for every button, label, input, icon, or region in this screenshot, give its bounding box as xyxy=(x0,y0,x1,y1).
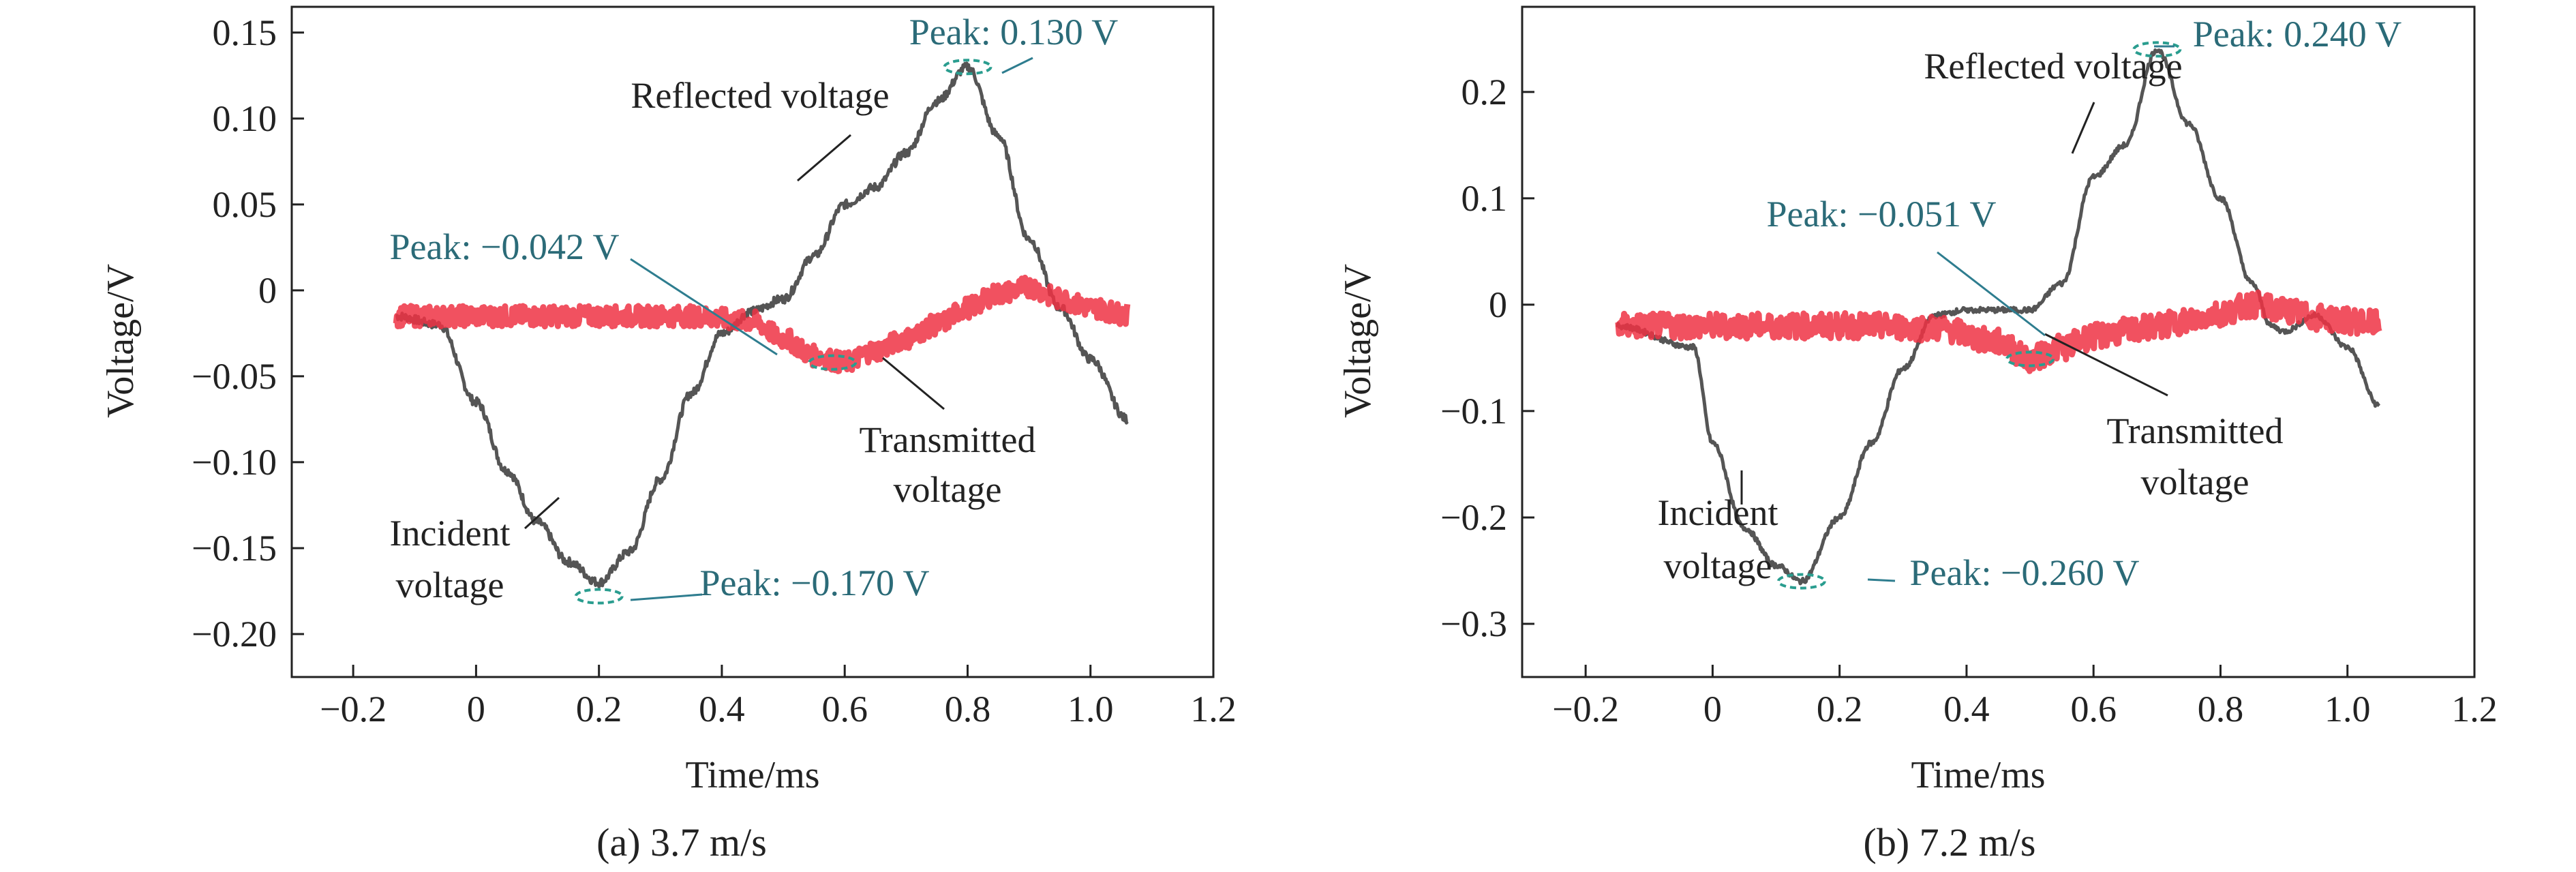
x-tick-label: −0.2 xyxy=(320,689,387,730)
annotation-leader-line xyxy=(2044,333,2168,397)
panel-a: −0.2 0 0.2 0.4 0.6 0.8 1.0 1.20.150.100.050−0.0… xyxy=(100,5,1237,865)
x-tick-label: 1.2 xyxy=(2451,689,2498,730)
panel-caption: (b) 7.2 m/s xyxy=(1864,820,2036,865)
x-axis-title: Time/ms xyxy=(1911,754,2045,796)
peak-marker xyxy=(2005,350,2055,367)
x-tick-label: 1.0 xyxy=(2324,689,2371,730)
x-tick-label: 1.2 xyxy=(1190,689,1237,730)
y-tick-label: 0.10 xyxy=(213,98,277,139)
plot-frame xyxy=(1521,5,2476,678)
x-axis-title: Time/ms xyxy=(685,754,819,796)
peak-marker xyxy=(943,59,992,76)
peak-marker xyxy=(1776,573,1826,590)
peak-leader-line xyxy=(1937,251,2046,337)
series-annotation: voltage xyxy=(1664,545,1772,586)
peak-marker xyxy=(808,354,858,371)
annotation-leader-line xyxy=(524,496,560,530)
y-tick-label: 0 xyxy=(258,270,277,311)
series-annotation: voltage xyxy=(396,565,504,605)
annotation-leader-line xyxy=(882,357,945,410)
y-axis-title: Voltage/V xyxy=(1337,264,1379,418)
series-annotation: Incident xyxy=(1658,492,1778,533)
x-tick-label: 0 xyxy=(1703,689,1722,730)
y-tick-label: 0.05 xyxy=(213,184,277,225)
x-tick-label: 1.0 xyxy=(1067,689,1114,730)
panel-caption: (a) 3.7 m/s xyxy=(596,820,767,865)
y-tick-label: −0.05 xyxy=(192,356,277,397)
peak-label: Peak: −0.260 V xyxy=(1910,552,2140,593)
series-annotation: Transmitted xyxy=(859,419,1035,460)
x-tick-label: 0.6 xyxy=(2070,689,2117,730)
y-axis-title: Voltage/V xyxy=(100,264,142,418)
y-tick-label: 0 xyxy=(1489,284,1507,325)
y-tick-label: −0.2 xyxy=(1440,497,1507,538)
x-tick-label: −0.2 xyxy=(1552,689,1619,730)
annotation-leader-line xyxy=(2071,102,2095,154)
y-tick-label: −0.1 xyxy=(1440,391,1507,432)
x-tick-label: 0.4 xyxy=(1943,689,1990,730)
y-tick-label: 0.1 xyxy=(1461,178,1508,219)
peak-label: Peak: −0.042 V xyxy=(390,226,620,267)
panel-b: −0.2 0 0.2 0.4 0.6 0.8 1.0 1.2 0.2 0.1 0 −0.1 −0.2 −0… xyxy=(1337,5,2498,865)
peak-leader-line xyxy=(1867,578,1896,582)
x-tick-label: 0.6 xyxy=(821,689,868,730)
peak-marker xyxy=(2132,41,2182,58)
x-tick-label: 0.4 xyxy=(699,689,745,730)
series-annotation: Transmitted xyxy=(2106,410,2283,451)
series-annotation: Reflected voltage xyxy=(631,75,889,116)
peak-leader-line xyxy=(630,258,778,356)
y-tick-label: −0.10 xyxy=(192,442,277,483)
y-tick-label: −0.20 xyxy=(192,614,277,655)
y-tick-label: 0.2 xyxy=(1461,72,1508,112)
peak-label: Peak: −0.170 V xyxy=(700,562,930,603)
x-tick-label: 0.8 xyxy=(945,689,991,730)
y-tick-label: −0.15 xyxy=(192,528,277,569)
x-tick-label: 0.2 xyxy=(1817,689,1863,730)
x-tick-label: 0.2 xyxy=(576,689,622,730)
transmitted-voltage-line xyxy=(393,274,1131,374)
incident-voltage-line xyxy=(395,307,755,588)
reflected-voltage-line xyxy=(751,61,1129,425)
series-annotation: voltage xyxy=(2141,462,2249,502)
peak-label: Peak: −0.051 V xyxy=(1767,194,1997,235)
peak-label: Peak: 0.130 V xyxy=(909,12,1119,52)
x-tick-label: 0.8 xyxy=(2198,689,2244,730)
incident-voltage-line xyxy=(1616,305,1969,586)
series-annotation: voltage xyxy=(894,469,1002,510)
peak-leader-line xyxy=(630,593,703,601)
peak-marker xyxy=(574,588,624,605)
x-tick-label: 0 xyxy=(467,689,485,730)
series-annotation: Reflected voltage xyxy=(1924,46,2182,87)
peak-leader-line xyxy=(1001,57,1033,74)
series-annotation: Incident xyxy=(390,513,511,554)
y-tick-label: −0.3 xyxy=(1440,603,1507,644)
transmitted-voltage-line xyxy=(1615,289,2382,374)
y-tick-label: 0.15 xyxy=(213,12,277,53)
annotation-leader-line xyxy=(797,134,851,182)
peak-label: Peak: 0.240 V xyxy=(2193,14,2402,55)
plot-frame xyxy=(290,5,1215,678)
